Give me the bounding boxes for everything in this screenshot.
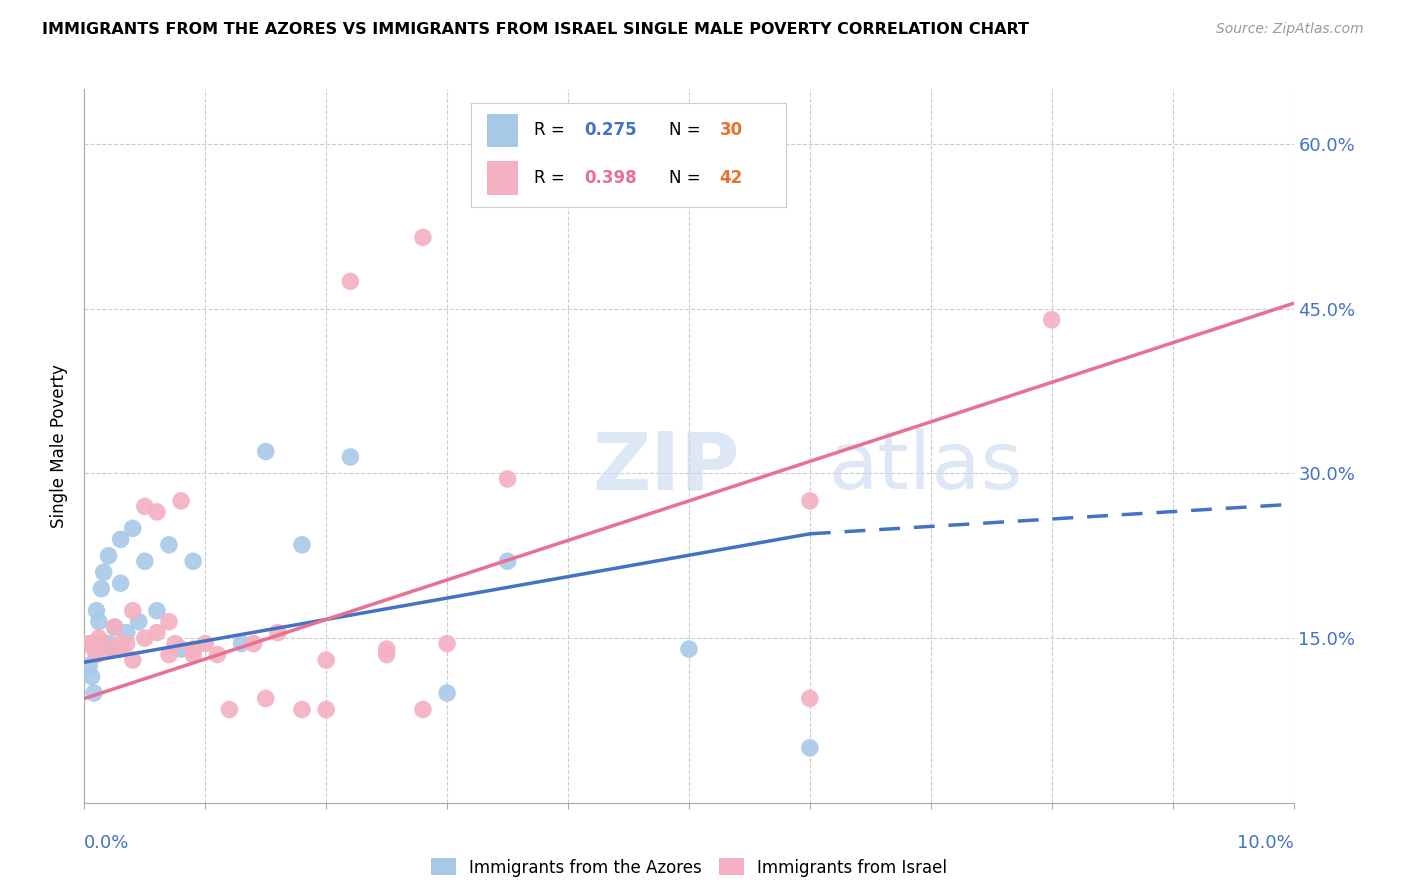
Text: ZIP: ZIP: [592, 428, 740, 507]
Point: [412, 702, 434, 716]
Point: [146, 604, 169, 618]
Point: [157, 538, 180, 552]
Point: [496, 554, 519, 568]
Point: [315, 702, 337, 716]
Point: [115, 637, 138, 651]
Point: [115, 625, 138, 640]
Point: [110, 533, 132, 547]
Point: [146, 625, 169, 640]
Point: [110, 637, 132, 651]
Point: [134, 500, 156, 514]
Point: [77, 658, 100, 673]
Point: [110, 576, 132, 591]
Point: [83, 686, 105, 700]
Point: [97, 637, 120, 651]
Point: [80, 637, 103, 651]
Point: [97, 549, 120, 563]
Point: [291, 538, 314, 552]
Point: [100, 642, 122, 657]
Point: [134, 631, 156, 645]
Point: [1040, 312, 1063, 326]
Point: [375, 648, 398, 662]
Point: [799, 740, 821, 755]
Point: [91, 637, 114, 651]
Point: [436, 686, 458, 700]
Point: [496, 472, 519, 486]
Point: [339, 450, 361, 464]
Point: [375, 642, 398, 657]
Point: [104, 620, 127, 634]
Point: [121, 653, 143, 667]
Point: [678, 642, 700, 657]
Point: [207, 648, 229, 662]
Point: [254, 691, 277, 706]
Point: [231, 637, 253, 651]
Point: [412, 230, 434, 244]
Text: IMMIGRANTS FROM THE AZORES VS IMMIGRANTS FROM ISRAEL SINGLE MALE POVERTY CORRELA: IMMIGRANTS FROM THE AZORES VS IMMIGRANTS…: [42, 22, 1029, 37]
Point: [165, 637, 187, 651]
Point: [170, 642, 193, 657]
Point: [86, 604, 108, 618]
Point: [87, 615, 110, 629]
Point: [181, 554, 204, 568]
Point: [86, 648, 108, 662]
Text: atlas: atlas: [828, 428, 1022, 507]
Point: [157, 615, 180, 629]
Point: [86, 642, 108, 657]
Text: Source: ZipAtlas.com: Source: ZipAtlas.com: [1216, 22, 1364, 37]
Point: [80, 669, 103, 683]
Point: [267, 625, 290, 640]
Y-axis label: Single Male Poverty: Single Male Poverty: [51, 364, 69, 528]
Point: [194, 637, 217, 651]
Point: [128, 615, 150, 629]
Text: 10.0%: 10.0%: [1237, 834, 1294, 852]
Point: [90, 582, 112, 596]
Point: [97, 642, 120, 657]
Point: [436, 637, 458, 651]
Point: [799, 494, 821, 508]
Point: [110, 642, 132, 657]
Point: [170, 494, 193, 508]
Point: [104, 620, 127, 634]
Point: [87, 631, 110, 645]
Point: [134, 554, 156, 568]
Point: [121, 521, 143, 535]
Point: [315, 653, 337, 667]
Point: [83, 642, 105, 657]
Point: [181, 642, 204, 657]
Legend: Immigrants from the Azores, Immigrants from Israel: Immigrants from the Azores, Immigrants f…: [430, 858, 948, 877]
Point: [242, 637, 264, 651]
Point: [339, 274, 361, 288]
Point: [291, 702, 314, 716]
Point: [799, 691, 821, 706]
Point: [146, 505, 169, 519]
Point: [157, 648, 180, 662]
Point: [218, 702, 240, 716]
Text: 0.0%: 0.0%: [84, 834, 129, 852]
Point: [121, 604, 143, 618]
Point: [77, 637, 100, 651]
Point: [93, 566, 115, 580]
Point: [254, 444, 277, 458]
Point: [181, 648, 204, 662]
